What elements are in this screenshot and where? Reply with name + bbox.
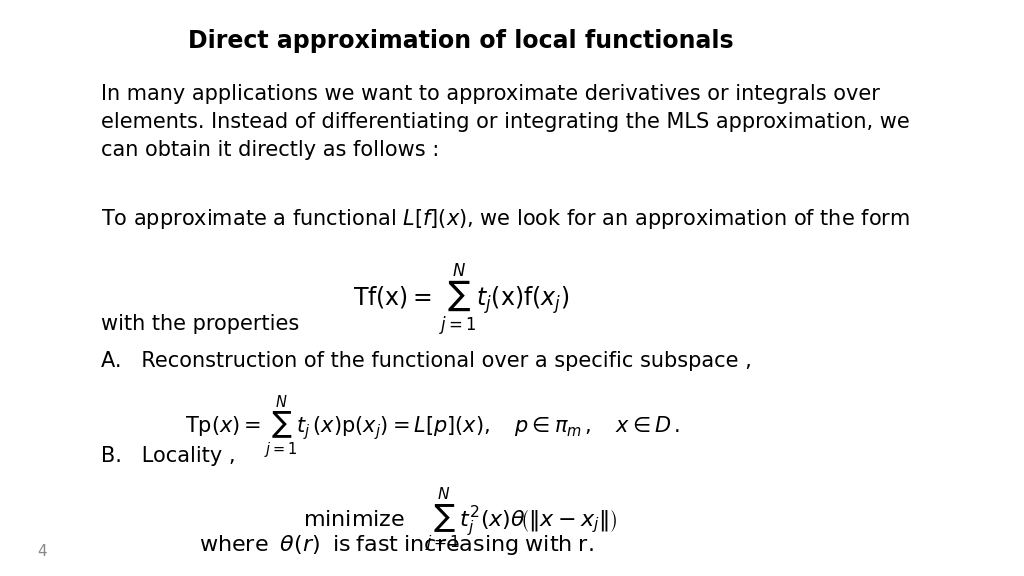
Text: $\mathrm{Tf(x)=}\,\sum_{j=1}^{N} t_j(\mathrm{x})\mathrm{f}(x_j)$: $\mathrm{Tf(x)=}\,\sum_{j=1}^{N} t_j(\ma… [352,262,569,338]
Text: 4: 4 [37,544,46,559]
Text: with the properties: with the properties [101,314,300,334]
Text: B.   Locality ,: B. Locality , [101,446,236,467]
Text: Direct approximation of local functionals: Direct approximation of local functional… [187,29,733,53]
Text: $\mathrm{minimize}\quad \sum_{j=1}^{N} t_j^2(x)\theta\!\left(\|x - x_j\|\right)$: $\mathrm{minimize}\quad \sum_{j=1}^{N} t… [303,487,617,554]
Text: To approximate a functional $L[f](x)$, we look for an approximation of the form: To approximate a functional $L[f](x)$, w… [101,207,910,232]
Text: $\mathrm{where}\;\; \theta(r)\;\; \mathrm{is\; fast\; increasing\; with\; r.}$: $\mathrm{where}\;\; \theta(r)\;\; \mathr… [199,533,594,557]
Text: $\mathrm{Tp}(x)=\sum_{j=1}^{N} t_j\,(x)\mathrm{p}(x_j) = L[p](x),\quad p \in \pi: $\mathrm{Tp}(x)=\sum_{j=1}^{N} t_j\,(x)\… [185,395,681,461]
Text: A.   Reconstruction of the functional over a specific subspace ,: A. Reconstruction of the functional over… [101,351,752,372]
Text: In many applications we want to approximate derivatives or integrals over
elemen: In many applications we want to approxim… [101,84,910,160]
